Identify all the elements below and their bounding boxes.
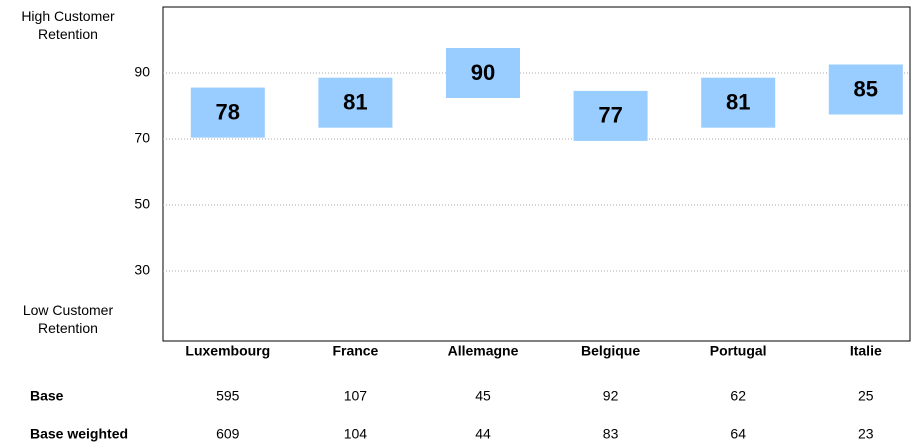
table-row-label: Base (30, 388, 64, 404)
x-tick-label: France (332, 343, 378, 359)
table-cell: 64 (730, 426, 746, 442)
bottom-label: Low Customer Retention (22, 302, 114, 336)
value-box (190, 87, 265, 138)
value-box (701, 77, 776, 128)
value-label: 90 (471, 60, 495, 85)
x-tick-label: Portugal (710, 343, 767, 359)
table-cell: 25 (858, 388, 874, 404)
table-cell: 62 (730, 388, 746, 404)
table-cell: 23 (858, 426, 874, 442)
y-tick-label: 70 (134, 130, 150, 146)
table-cell: 92 (603, 388, 619, 404)
table-cell: 83 (603, 426, 619, 442)
value-label: 77 (598, 103, 622, 128)
value-box (446, 48, 520, 98)
table-row-label: Base weighted (30, 426, 128, 442)
value-box (573, 90, 648, 141)
table-cell: 595 (216, 388, 240, 404)
y-tick-label: 50 (134, 196, 150, 212)
x-tick-label: Luxembourg (185, 343, 270, 359)
value-label: 85 (854, 76, 878, 101)
table-cell: 609 (216, 426, 240, 442)
x-tick-label: Belgique (581, 343, 640, 359)
table-cell: 45 (475, 388, 491, 404)
value-box (318, 77, 393, 128)
top-label: High Customer Retention (21, 8, 115, 42)
table-cell: 44 (475, 426, 491, 442)
value-label: 78 (216, 99, 240, 124)
table-cell: 104 (344, 426, 368, 442)
x-tick-label: Allemagne (448, 343, 519, 359)
x-tick-label: Italie (850, 343, 882, 359)
plot-frame (162, 6, 911, 342)
y-tick-label: 30 (134, 262, 150, 278)
value-label: 81 (726, 90, 750, 115)
y-tick-label: 90 (134, 64, 150, 80)
value-label: 81 (343, 90, 367, 115)
table-cell: 107 (344, 388, 368, 404)
value-box (828, 64, 903, 115)
